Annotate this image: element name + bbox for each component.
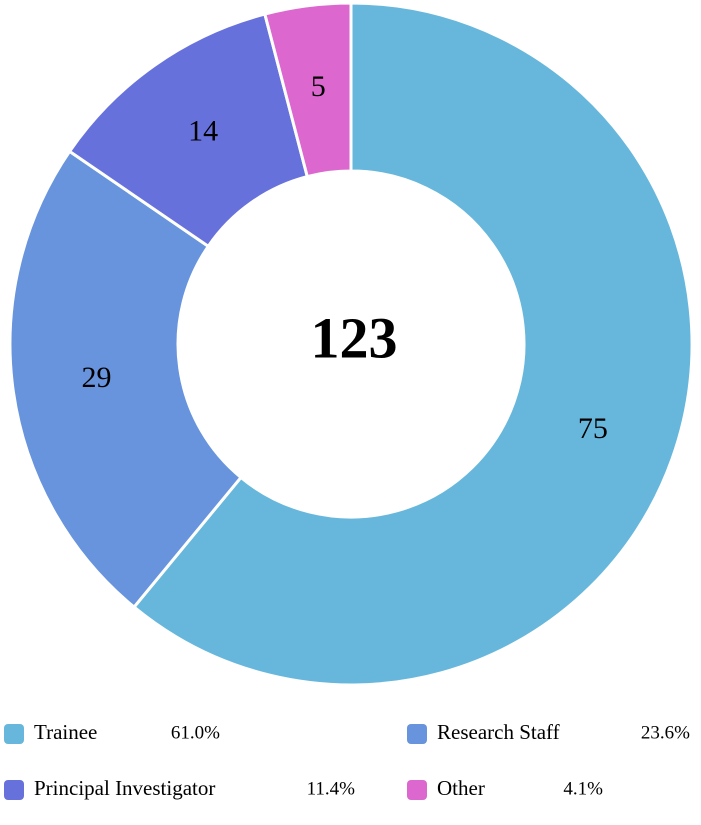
slice-label: 5	[311, 70, 326, 103]
slice-label: 29	[82, 361, 112, 394]
legend-marker	[407, 780, 427, 800]
slice	[8, 149, 244, 610]
legend-label: Trainee	[34, 720, 97, 744]
legend-percent: 11.4%	[307, 778, 356, 799]
slice-label: 14	[188, 115, 218, 148]
legend-percent: 4.1%	[563, 778, 603, 799]
slice-label: 75	[578, 412, 608, 445]
legend-label: Research Staff	[437, 720, 560, 744]
slice	[263, 1, 353, 179]
legend-percent: 61.0%	[171, 722, 220, 743]
legend-marker	[4, 780, 24, 800]
legend-marker	[4, 724, 24, 744]
legend-label: Principal Investigator	[34, 776, 215, 800]
legend-percent: 23.6%	[641, 722, 690, 743]
slice	[131, 1, 694, 687]
total-label: 123	[311, 305, 398, 370]
legend-marker	[407, 724, 427, 744]
legend-label: Other	[437, 776, 485, 800]
